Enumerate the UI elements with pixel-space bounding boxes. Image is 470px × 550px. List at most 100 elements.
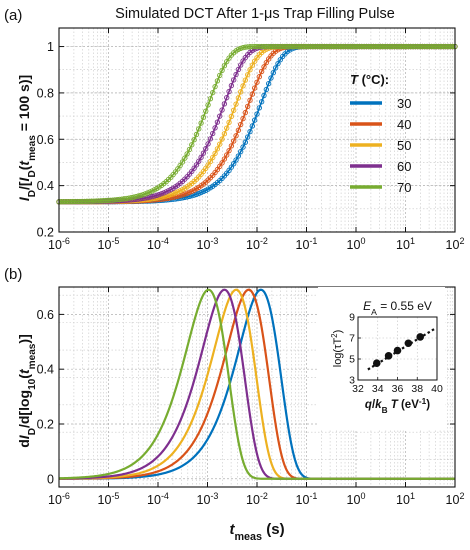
a-x-tick-label: 10-3: [197, 236, 219, 252]
a-series-point-70: [219, 67, 225, 74]
b-inset-y-tick-label: 9: [349, 312, 355, 324]
a-series-point-60: [207, 136, 214, 142]
a-series-point-70: [135, 193, 141, 199]
a-series-point-50: [245, 72, 251, 78]
b-x-tick-label: 10-1: [296, 491, 318, 507]
a-series-point-30: [256, 105, 262, 111]
a-axes-frame: [58, 27, 456, 233]
a-series-point-60: [193, 162, 200, 168]
a-series-point-70: [207, 96, 214, 102]
a-series-point-70: [221, 63, 228, 69]
a-series-point-60: [158, 191, 165, 197]
a-series-point-60: [203, 146, 209, 152]
a-series-point-70: [224, 59, 230, 65]
a-series-point-60: [214, 119, 221, 125]
b-y-tick-label: 0.6: [37, 308, 54, 322]
a-series-point-50: [238, 89, 244, 95]
b-y-axis-label: dID/d[log10(tmeas)]: [16, 334, 38, 448]
a-series-point-50: [224, 125, 230, 131]
b-y-tick-label: 0.4: [37, 363, 54, 377]
a-y-tick-label: 0.8: [37, 86, 54, 100]
a-series-point-30: [259, 99, 265, 105]
a-series-point-50: [170, 191, 176, 197]
b-y-tick-label: 0: [47, 472, 54, 486]
a-series-point-70: [198, 120, 204, 126]
a-series-point-40: [263, 59, 269, 66]
a-series-point-40: [228, 143, 235, 149]
a-series-point-30: [242, 139, 249, 145]
panel-label-b: (b): [4, 266, 22, 283]
b-inset-background: [318, 287, 445, 430]
a-series-point-70: [217, 72, 223, 79]
a-series-point-60: [231, 77, 237, 83]
b-inset-fit-line: [367, 327, 436, 371]
a-series-point-60: [233, 71, 239, 78]
a-legend-title: T (°C):: [350, 72, 389, 87]
a-series-point-30: [231, 161, 237, 167]
a-x-tick-label: 102: [446, 236, 465, 252]
a-x-tick-label: 10-2: [246, 236, 268, 252]
a-series-point-40: [231, 138, 237, 144]
b-inset-point: [393, 346, 402, 355]
a-series-point-40: [254, 79, 260, 85]
a-series-point-30: [193, 191, 200, 197]
a-series-point-50: [212, 150, 218, 157]
b-axes-frame: [58, 286, 456, 488]
a-series-point-30: [249, 123, 255, 129]
a-series-point-50: [217, 141, 223, 147]
a-series-point-40: [252, 85, 258, 91]
a-series-point-60: [235, 66, 242, 73]
a-series-point-40: [233, 133, 239, 139]
a-series-point-60: [149, 193, 155, 200]
a-series-point-60: [210, 130, 216, 137]
figure-title: Simulated DCT After 1-μs Trap Filling Pu…: [115, 6, 395, 22]
a-series-point-60: [200, 150, 207, 156]
a-series-point-50: [168, 191, 174, 198]
a-series-point-70: [182, 155, 188, 161]
panel-a-chart: 10-6 10-5 10-4 10-3 10-2 10-1 100 101 102 0.2 0.4 0…: [16, 27, 465, 252]
b-inset-y-tick-label: 5: [349, 354, 355, 366]
a-series-point-50: [207, 158, 214, 165]
b-y-tick-label: 0.2: [37, 417, 54, 431]
a-series-point-60: [224, 95, 230, 101]
a-y-axis-label: ID/[ID(tmeas = 100 s)]: [16, 75, 38, 201]
panel-b-chart: 10-6 10-5 10-4 10-3 10-2 10-1 100 101 102 0 0.2 0.4…: [16, 286, 465, 543]
a-series-point-50: [247, 67, 253, 73]
a-series-point-70: [212, 83, 218, 90]
a-series-point-40: [261, 64, 267, 70]
a-series-point-60: [212, 125, 218, 131]
a-series-point-70: [128, 195, 134, 201]
b-inset: 32 34 36 38 40 3 5 7 9 EA = 0.55 eV q/kB T (eV-1) l…: [318, 287, 445, 430]
b-x-tick-label: 10-6: [48, 491, 70, 507]
a-series-point-40: [235, 127, 242, 133]
b-x-tick-label: 102: [446, 491, 465, 507]
b-inset-annotation: EA = 0.55 eV: [363, 299, 432, 317]
a-y-tick-label: 0.2: [37, 226, 54, 240]
a-series-point-60: [151, 193, 158, 199]
a-series-point-30: [245, 134, 251, 140]
b-inset-point: [416, 333, 425, 341]
a-series-70: [56, 43, 458, 205]
a-x-tick-label: 100: [347, 236, 366, 252]
a-series-point-50: [219, 136, 225, 142]
a-series-point-30: [235, 153, 242, 159]
a-y-tick-label: 0.6: [37, 133, 54, 147]
a-legend-label-30: 30: [397, 96, 411, 111]
a-series-point-60: [228, 82, 235, 89]
a-legend-label-60: 60: [397, 159, 411, 174]
a-series-point-50: [240, 83, 246, 89]
a-series-point-70: [133, 194, 139, 200]
a-series-point-40: [259, 68, 265, 75]
a-series-point-70: [203, 108, 209, 114]
a-series-point-50: [231, 107, 237, 113]
a-series-point-70: [200, 114, 207, 120]
b-inset-y-axis-label: log(τT2): [330, 330, 345, 368]
b-inset-point: [384, 352, 393, 360]
b-x-tick-label: 10-2: [246, 491, 268, 507]
a-legend-label-70: 70: [397, 180, 411, 195]
b-inset-x-tick-label: 36: [392, 383, 404, 395]
a-series-point-60: [198, 154, 204, 161]
a-series-point-70: [177, 162, 183, 169]
a-series-point-40: [256, 74, 262, 80]
a-x-tick-label: 10-1: [296, 236, 318, 252]
